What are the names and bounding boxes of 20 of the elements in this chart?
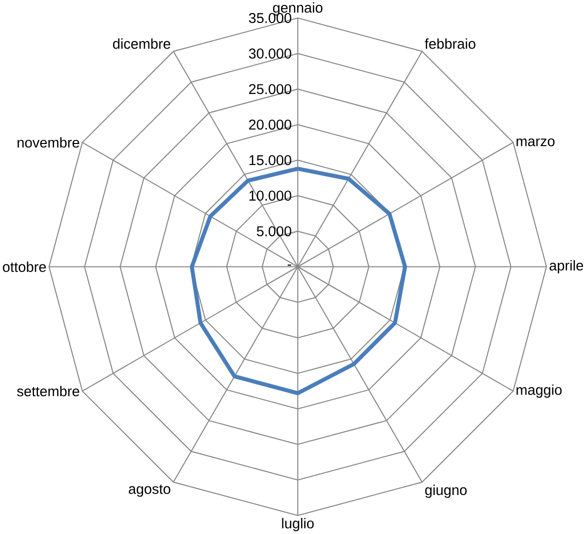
spoke-label: agosto xyxy=(128,484,170,498)
spoke-label: dicembre xyxy=(113,38,170,50)
spoke-label: marzo xyxy=(516,138,555,147)
y-tick-label: - xyxy=(288,264,292,266)
spoke-label: giugno xyxy=(425,484,467,498)
y-tick-label: 35.000 xyxy=(248,13,292,24)
spoke-label: novembre xyxy=(18,137,80,148)
spoke-label: settembre xyxy=(17,386,80,397)
spoke-label: aprile xyxy=(550,260,584,274)
y-tick-label: 15.000 xyxy=(249,155,292,166)
y-tick-label: 10.000 xyxy=(249,190,292,201)
y-tick-label: 30.000 xyxy=(248,48,292,59)
y-tick-label: 25.000 xyxy=(249,84,292,94)
y-tick-label: 20.000 xyxy=(249,120,292,130)
spoke-label: maggio xyxy=(516,384,562,398)
y-tick-label: 5.000 xyxy=(256,226,292,236)
spoke-label: gennaio xyxy=(273,2,322,16)
spoke-label: ottobre xyxy=(2,262,46,272)
spoke-label: febbraio xyxy=(424,38,476,50)
spoke-label: luglio xyxy=(282,518,314,532)
